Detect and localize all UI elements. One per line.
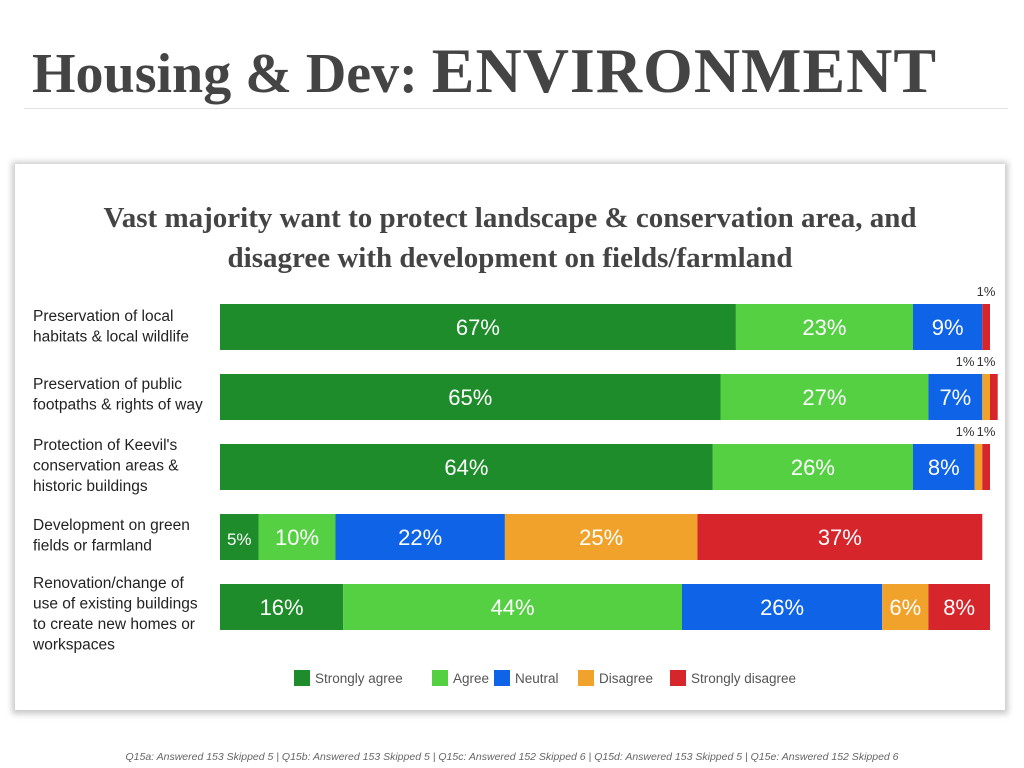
bar-segment-strongly-disagree [928,584,990,630]
legend-swatch-agree [432,670,448,686]
bar-segment-neutral [913,304,983,350]
data-label-agree: 26% [791,455,835,480]
category-label-line: conservation areas & [33,458,179,475]
data-label-strongly-disagree: 8% [943,595,975,620]
data-label-agree: 44% [491,595,535,620]
chart-title-line-2: disagree with development on fields/farm… [227,242,793,274]
data-label-strongly-disagree: 1% [977,284,996,299]
bar-segment-neutral [682,584,883,630]
category-label-line: to create new homes or [33,616,195,633]
data-label-neutral: 8% [928,455,960,480]
chart-title: Vast majority want to protect landscape … [15,198,1005,278]
data-label-disagree: 25% [579,525,623,550]
bar-segment-strongly-agree [220,374,721,420]
category-label-line: Protection of Keevil's [33,437,178,454]
data-label-strongly-agree: 5% [227,530,252,549]
category-label-line: use of existing buildings [33,596,198,613]
data-label-strongly-disagree: 37% [818,525,862,550]
data-label-strongly-agree: 67% [456,315,500,340]
bar-segment-neutral [913,444,975,490]
bar-segment-agree [258,514,336,560]
bar-segment-disagree [882,584,929,630]
bar-segment-neutral [335,514,505,560]
slide-title: Housing & Dev: ENVIRONMENT [32,34,937,108]
data-label-disagree: 1% [956,354,975,369]
bar-segment-disagree [974,444,983,490]
legend-swatch-neutral [494,670,510,686]
category-label: Protection of Keevil's conservation areas… [33,437,179,495]
data-label-strongly-agree: 16% [260,595,304,620]
data-label-neutral: 9% [932,315,964,340]
category-label-line: habitats & local wildlife [33,329,189,346]
stacked-bar-chart: Preservation of local habitats & local wi… [32,284,998,686]
legend-label-strongly-agree: Strongly agree [315,671,403,686]
chart-panel: Vast majority want to protect landscape … [15,164,1005,710]
bar-segment-strongly-agree [220,514,259,560]
bar-segment-strongly-disagree [697,514,983,560]
legend-label-neutral: Neutral [515,671,559,686]
category-label-line: Preservation of public [33,376,182,393]
bar-segment-agree [343,584,682,630]
bar-segment-agree [712,444,913,490]
response-counts-footer: Q15a: Answered 153 Skipped 5 | Q15b: Ans… [125,751,899,763]
data-label-strongly-disagree: 1% [977,424,996,439]
bar-segment-strongly-disagree [982,304,990,350]
category-label: Development on green fields or farmland [33,517,190,555]
data-label-agree: 27% [802,385,846,410]
data-label-neutral: 22% [398,525,442,550]
category-label-line: historic buildings [33,478,148,495]
legend-label-disagree: Disagree [599,671,653,686]
bar-segment-agree [735,304,913,350]
bar-segment-strongly-disagree [990,374,998,420]
bar-segment-neutral [928,374,983,420]
legend-label-agree: Agree [453,671,489,686]
category-label-line: footpaths & rights of way [33,397,203,414]
slide-title-emphasis: ENVIRONMENT [431,35,938,106]
bar-segment-strongly-agree [220,444,713,490]
data-label-agree: 23% [802,315,846,340]
legend-swatch-strongly-disagree [670,670,686,686]
category-label-line: Renovation/change of [33,575,185,592]
data-label-neutral: 26% [760,595,804,620]
category-label-line: fields or farmland [33,538,152,555]
category-label: Preservation of public footpaths & rights… [33,376,203,414]
bar-segment-disagree [982,374,990,420]
title-divider [24,108,1008,109]
bar-segment-disagree [504,514,698,560]
data-label-disagree: 1% [956,424,975,439]
legend-swatch-disagree [578,670,594,686]
category-label-line: Development on green [33,517,190,534]
category-label-line: Preservation of local [33,308,173,325]
data-label-strongly-agree: 64% [444,455,488,480]
bar-segment-agree [720,374,929,420]
legend-label-strongly-disagree: Strongly disagree [691,671,796,686]
bar-segment-strongly-disagree [982,444,990,490]
data-label-strongly-agree: 65% [448,385,492,410]
data-label-strongly-disagree: 1% [977,354,996,369]
data-label-neutral: 7% [939,385,971,410]
category-label: Preservation of local habitats & local wi… [33,308,189,346]
data-label-agree: 10% [275,525,319,550]
category-label-line: workspaces [32,637,115,654]
chart-title-line-1: Vast majority want to protect landscape … [103,202,917,234]
category-label: Renovation/change of use of existing buil… [32,575,198,654]
slide-title-main: Housing & Dev: [32,43,432,105]
bar-segment-strongly-agree [220,584,344,630]
data-label-disagree: 6% [889,595,921,620]
legend-swatch-strongly-agree [294,670,310,686]
bar-segment-strongly-agree [220,304,736,350]
